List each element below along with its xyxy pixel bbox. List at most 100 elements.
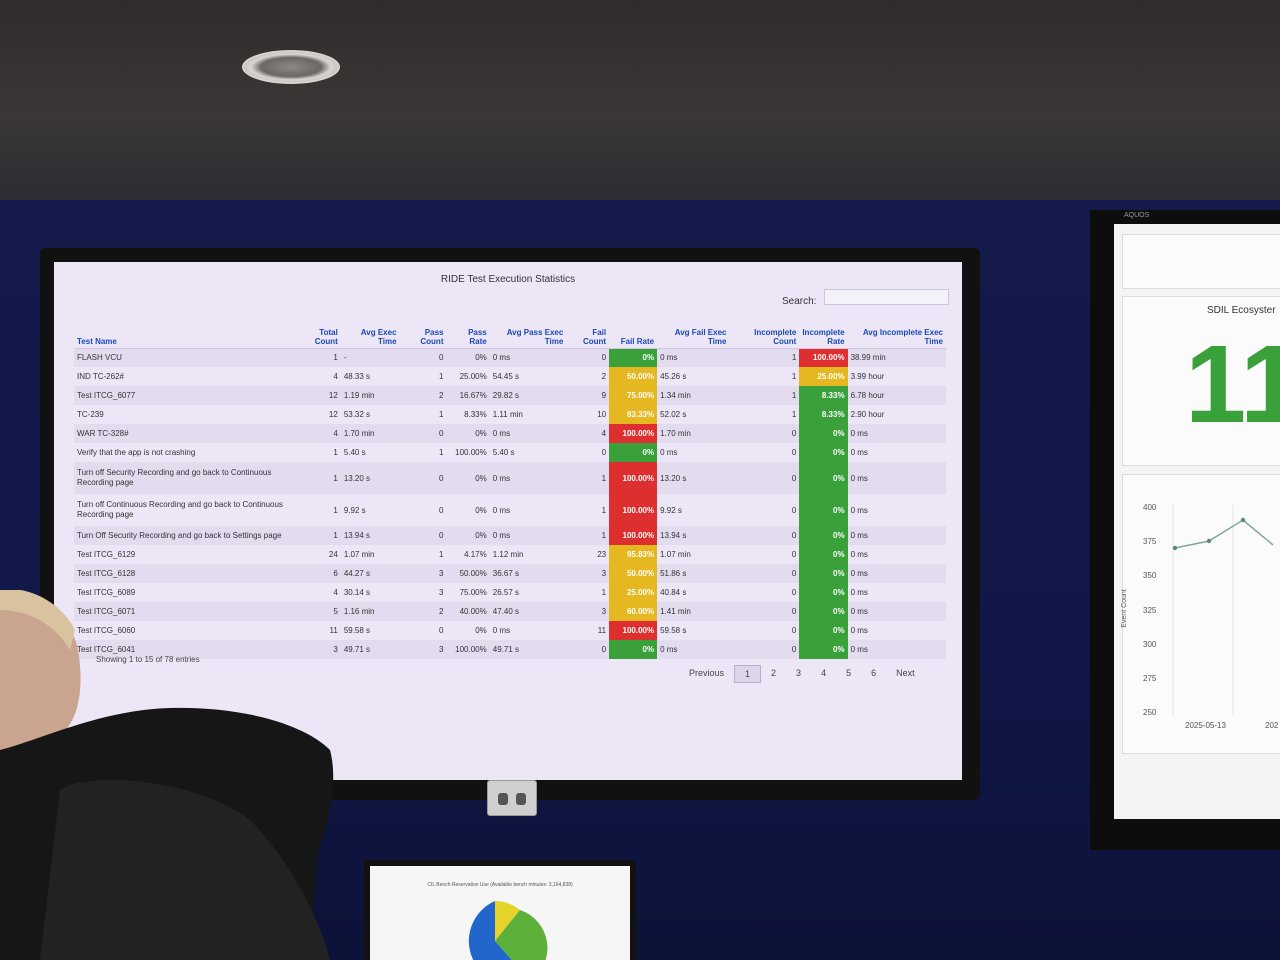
side-header-panel bbox=[1122, 234, 1280, 289]
column-header[interactable]: Avg Pass Exec Time bbox=[489, 312, 567, 349]
table-cell: 75.00% bbox=[609, 386, 658, 405]
table-cell: FLASH VCU bbox=[74, 348, 294, 367]
column-header[interactable]: Avg Exec Time bbox=[340, 312, 400, 349]
table-cell: 0% bbox=[609, 348, 658, 367]
table-cell: 0 ms bbox=[657, 348, 730, 367]
table-cell: 0% bbox=[475, 505, 487, 515]
search-input[interactable] bbox=[824, 289, 949, 305]
table-cell: 0 bbox=[729, 526, 800, 545]
column-header[interactable]: Avg Incomplete Exec Time bbox=[847, 312, 946, 349]
previous-button[interactable]: Previous bbox=[689, 668, 725, 678]
table-cell: 83.33% bbox=[609, 405, 658, 424]
table-cell: Test ITCG_6077 bbox=[74, 386, 294, 405]
table-row: Verify that the app is not crashing 1 5.40… bbox=[74, 443, 946, 462]
page-button[interactable]: 3 bbox=[796, 668, 802, 678]
table-cell: 0% bbox=[446, 526, 490, 545]
pie-chart bbox=[468, 901, 548, 960]
table-cell: 13.94 s bbox=[657, 526, 730, 545]
table-cell: 0% bbox=[446, 348, 490, 367]
table-cell: 4 bbox=[294, 424, 341, 443]
table-cell: 0% bbox=[799, 545, 848, 564]
table-cell: 0 ms bbox=[492, 626, 511, 635]
wall-outlet bbox=[487, 780, 537, 816]
panel-title: RIDE Test Execution Statistics bbox=[440, 274, 576, 285]
table-cell: 0 bbox=[791, 448, 797, 457]
table-cell: 95.83% bbox=[609, 545, 658, 564]
table-cell: 2.90 hour bbox=[850, 410, 885, 419]
x-tick: 2025-05-13 bbox=[1185, 721, 1226, 730]
table-cell: 1 bbox=[333, 505, 338, 515]
table-cell: Test ITCG_6128 bbox=[74, 564, 294, 583]
table-cell: 0 ms bbox=[847, 424, 946, 443]
table-cell: 0 bbox=[729, 602, 800, 621]
table-cell: 1 bbox=[601, 588, 607, 597]
column-header[interactable]: Incomplete Count bbox=[729, 312, 800, 349]
table-cell: 0 bbox=[791, 626, 797, 635]
table-row: Test ITCG_6089 4 30.14 s 3 75.00% 26.57 s 1 25.… bbox=[74, 583, 946, 602]
page-button[interactable]: 1 bbox=[734, 665, 762, 683]
y-tick: 275 bbox=[1143, 674, 1157, 683]
table-cell: 0% bbox=[799, 526, 848, 545]
table-cell: Test ITCG_6129 bbox=[77, 549, 136, 559]
table-row: Turn Off Security Recording and go back … bbox=[74, 526, 946, 545]
column-header[interactable]: Pass Rate bbox=[446, 312, 490, 349]
page-button[interactable]: 4 bbox=[821, 668, 827, 678]
table-cell: TC-239 bbox=[77, 409, 104, 419]
table-cell: 3 bbox=[566, 602, 610, 621]
table-row: TC-239 12 53.32 s 1 8.33% 1.11 min 10 83.33% 52.… bbox=[74, 405, 946, 424]
search-label: Search: bbox=[782, 296, 817, 307]
column-header[interactable]: Avg Fail Exec Time bbox=[657, 312, 730, 349]
table-cell: 0 ms bbox=[850, 448, 868, 457]
table-cell: 100.00% bbox=[446, 640, 490, 659]
table-cell: 1 bbox=[566, 462, 610, 494]
table-cell: 0% bbox=[609, 443, 658, 462]
table-cell: 0% bbox=[799, 494, 848, 526]
table-row: Test ITCG_6128 6 44.27 s 3 50.00% 36.67 s 3 50.… bbox=[74, 564, 946, 583]
table-cell: 50.00% bbox=[446, 564, 490, 583]
table-row: Test ITCG_6041 3 49.71 s 3 100.00% 49.71 s 0 0%… bbox=[74, 640, 946, 659]
table-cell: 100.00% bbox=[455, 448, 487, 457]
column-header[interactable]: Total Count bbox=[294, 312, 341, 349]
column-header[interactable]: Incomplete Rate bbox=[799, 312, 848, 349]
next-button[interactable]: Next bbox=[896, 668, 915, 678]
page-button[interactable]: 2 bbox=[771, 668, 777, 678]
table-cell: 53.32 s bbox=[343, 410, 371, 419]
table-cell: 1.07 min bbox=[343, 550, 375, 559]
table-cell: 8.33% bbox=[799, 386, 848, 405]
column-header[interactable]: Test Name bbox=[74, 312, 294, 349]
table-cell: 1 bbox=[294, 526, 341, 545]
table-cell: 0 ms bbox=[489, 462, 567, 494]
table-cell: 3 bbox=[566, 564, 610, 583]
side-kpi-title: SDIL Ecosyster bbox=[1207, 305, 1276, 316]
table-cell: 100.00% bbox=[609, 621, 658, 640]
side-tv: AQUOS SDIL Ecosyster 11 Event Count 400 … bbox=[1090, 210, 1280, 850]
page-button[interactable]: 5 bbox=[846, 668, 852, 678]
table-cell: 24 bbox=[328, 550, 338, 559]
table-cell: Test ITCG_6071 bbox=[74, 602, 294, 621]
column-header[interactable]: Fail Rate bbox=[609, 312, 658, 349]
table-info: Showing 1 to 15 of 78 entries bbox=[96, 655, 200, 664]
main-tv: RIDE Test Execution Statistics Search: T… bbox=[40, 248, 980, 800]
table-cell: 6.78 hour bbox=[847, 386, 946, 405]
table-cell: 0% bbox=[475, 626, 487, 635]
table-row: Turn off Security Recording and go back … bbox=[74, 462, 946, 494]
person-silhouette bbox=[0, 590, 334, 960]
tv-brand: AQUOS bbox=[1124, 212, 1150, 219]
data-point bbox=[1206, 538, 1212, 544]
dashboard-screen: RIDE Test Execution Statistics Search: T… bbox=[54, 262, 962, 780]
table-cell: 0 ms bbox=[489, 348, 567, 367]
column-header[interactable]: Pass Count bbox=[399, 312, 447, 349]
table-cell: 100.00% bbox=[799, 348, 848, 367]
table-cell: 44.27 s bbox=[340, 564, 400, 583]
table-cell: Verify that the app is not crashing bbox=[77, 447, 196, 457]
table-cell: 45.26 s bbox=[660, 372, 687, 381]
column-header[interactable]: Fail Count bbox=[566, 312, 610, 349]
table-cell: 0% bbox=[799, 564, 848, 583]
table-cell: 1 bbox=[439, 550, 444, 559]
table-cell: 52.02 s bbox=[660, 410, 687, 419]
table-cell: 54.45 s bbox=[492, 372, 519, 381]
bottom-monitor: CIL Bench Reservation Use (Available ben… bbox=[364, 860, 636, 960]
table-cell: 1 bbox=[791, 372, 797, 381]
table-cell: WAR TC-328# bbox=[74, 424, 294, 443]
page-button[interactable]: 6 bbox=[871, 668, 877, 678]
